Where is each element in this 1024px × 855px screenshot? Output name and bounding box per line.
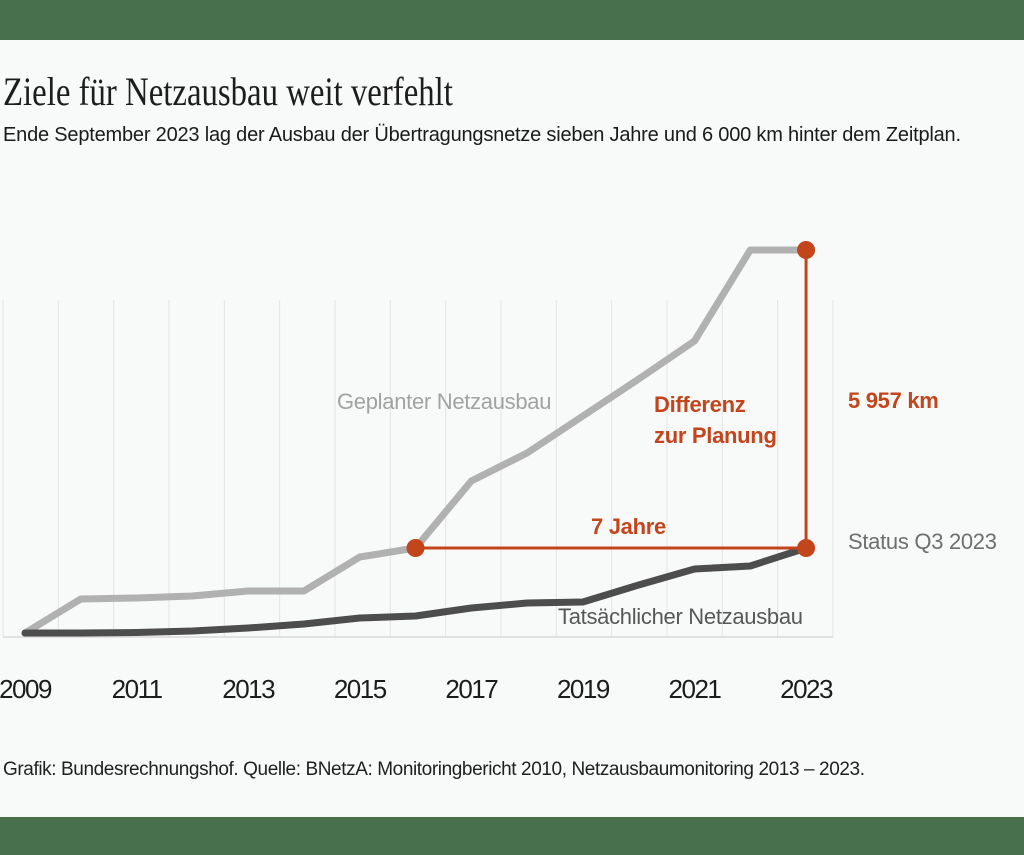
marker-dot	[797, 539, 816, 557]
bottom-accent-bar	[0, 817, 1024, 855]
marker-dot	[797, 241, 816, 259]
difference-annotation-line1: Differenz	[654, 392, 746, 417]
x-tick-label: 2011	[111, 674, 163, 704]
x-tick-label: 2019	[556, 674, 610, 704]
source-credit: Grafik: Bundesrechnungshof. Quelle: BNet…	[3, 759, 865, 780]
series-label-planned: Geplanter Netzausbau	[337, 389, 552, 414]
series-label-actual: Tatsächlicher Netzausbau	[558, 604, 803, 629]
x-tick-label: 2015	[333, 674, 387, 704]
page-title: Ziele für Netzausbau weit verfehlt	[3, 69, 453, 114]
page-subtitle: Ende September 2023 lag der Ausbau der Ü…	[3, 124, 961, 146]
difference-annotation: Differenz zur Planung	[654, 389, 777, 451]
x-tick-label: 2021	[668, 674, 722, 704]
status-label: Status Q3 2023	[848, 529, 997, 554]
actual-line	[21, 544, 810, 637]
x-tick-label: 2023	[780, 674, 833, 704]
difference-annotation-line2: zur Planung	[654, 423, 777, 448]
top-accent-bar	[0, 0, 1024, 40]
time-lag-label: 7 Jahre	[591, 514, 666, 539]
marker-dot	[406, 539, 425, 557]
x-tick-label: 2009	[0, 674, 52, 704]
line-chart	[2, 241, 834, 638]
x-tick-label: 2017	[445, 674, 498, 704]
x-tick-label: 2013	[222, 674, 275, 704]
difference-value-label: 5 957 km	[848, 388, 939, 413]
